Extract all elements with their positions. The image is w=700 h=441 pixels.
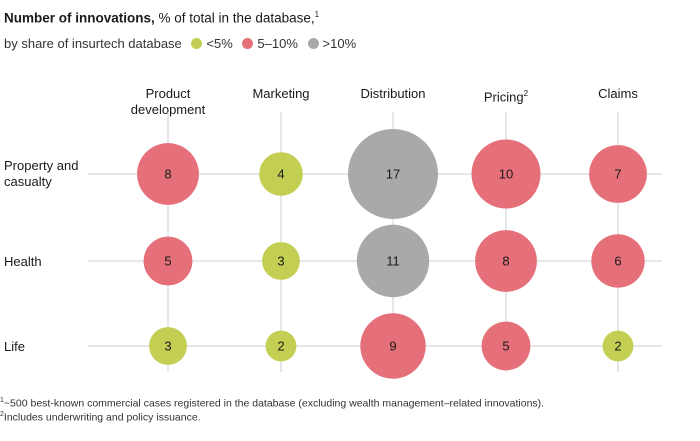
column-label-pricing: Pricing2: [446, 86, 566, 105]
bubble-value-label: 8: [164, 167, 171, 182]
bubble: [589, 145, 647, 203]
column-label-footnote-mark: 2: [523, 89, 529, 98]
bubble: [143, 236, 193, 286]
column-label-text: Product development: [130, 86, 206, 117]
column-label-distribution: Distribution: [333, 86, 453, 102]
bubble: [265, 330, 297, 362]
chart-title: Number of innovations, % of total in the…: [4, 10, 319, 26]
bubble-value-label: 3: [277, 254, 284, 269]
row-label-property-casualty: Property and casualty: [4, 158, 79, 189]
footnote-mark: 1: [0, 397, 4, 404]
legend-label-medium: 5–10%: [257, 36, 298, 51]
bubble: [149, 327, 187, 365]
footnote-mark: 2: [0, 411, 4, 418]
bubble: [259, 152, 303, 196]
bubble-value-label: 8: [502, 254, 509, 269]
legend-dot-large: [307, 38, 319, 49]
footnote-text: ~500 best-known commercial cases registe…: [3, 397, 545, 410]
bubble-value-label: 9: [389, 339, 396, 354]
legend-item-large: >10%: [307, 36, 357, 51]
bubble: [348, 129, 438, 219]
bubble-value-label: 2: [614, 339, 621, 354]
bubble-value-label: 10: [499, 167, 513, 182]
column-label-product-development: Product development: [108, 86, 228, 118]
bubble: [481, 321, 531, 371]
footnote-text: Includes underwriting and policy issuanc…: [3, 411, 201, 424]
footnote-2: 2Includes underwriting and policy issuan…: [0, 411, 201, 424]
bubble: [591, 234, 645, 288]
legend-prefix: by share of insurtech database: [4, 36, 182, 51]
chart-title-footnote-mark: 1: [314, 10, 320, 19]
column-label-marketing: Marketing: [221, 86, 341, 102]
bubble: [356, 224, 430, 298]
legend: by share of insurtech database <5% 5–10%…: [4, 36, 356, 51]
bubble: [262, 242, 300, 280]
bubble: [471, 139, 541, 209]
legend-label-small: <5%: [206, 36, 233, 51]
bubble: [475, 230, 537, 292]
bubble: [602, 330, 634, 362]
legend-dot-small: [191, 38, 203, 49]
bubble-value-label: 11: [386, 254, 400, 269]
row-label-health: Health: [4, 254, 42, 269]
column-label-text: Marketing: [252, 86, 310, 101]
legend-item-small: <5%: [191, 36, 233, 51]
chart-title-bold: Number of innovations,: [4, 10, 155, 26]
bubble-value-label: 3: [164, 339, 171, 354]
legend-dot-medium: [242, 38, 254, 49]
column-label-text: Distribution: [360, 86, 426, 101]
bubble-value-label: 5: [164, 254, 171, 269]
bubble: [360, 313, 426, 379]
bubble-value-label: 6: [614, 254, 621, 269]
bubble-value-label: 5: [502, 339, 509, 354]
legend-item-medium: 5–10%: [242, 36, 298, 51]
row-label-life: Life: [4, 339, 25, 354]
bubble-value-label: 4: [277, 167, 284, 182]
chart-title-rest: % of total in the database,: [154, 10, 315, 26]
bubble-value-label: 7: [614, 167, 621, 182]
legend-label-large: >10%: [322, 36, 357, 51]
bubble-value-label: 17: [386, 167, 400, 182]
bubble: [137, 143, 199, 205]
column-label-claims: Claims: [558, 86, 678, 102]
column-label-text: Pricing: [483, 89, 524, 105]
column-label-text: Claims: [598, 86, 638, 101]
footnote-1: 1~500 best-known commercial cases regist…: [0, 397, 544, 410]
bubble-value-label: 2: [277, 339, 284, 354]
